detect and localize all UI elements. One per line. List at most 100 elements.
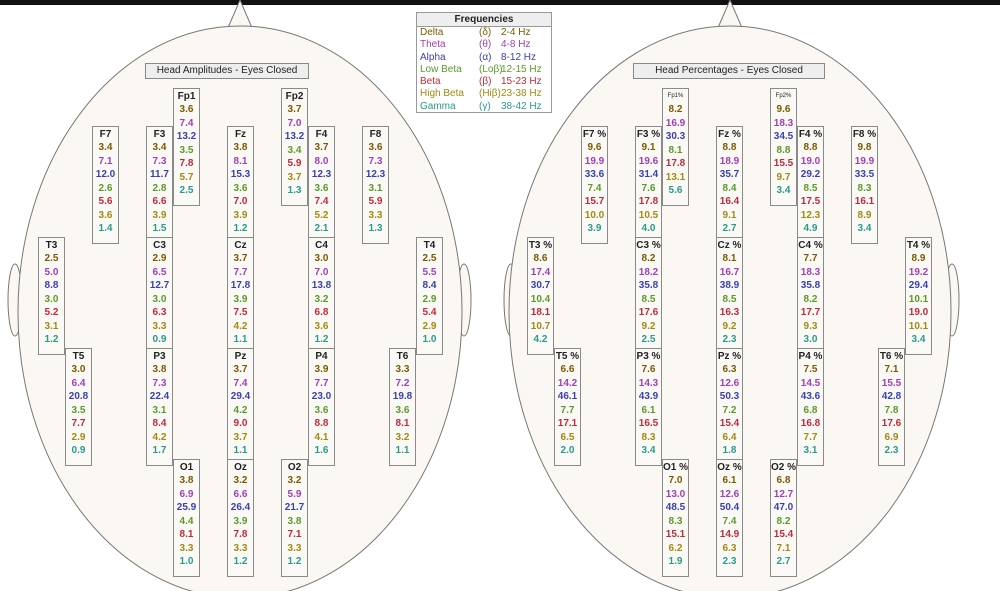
legend-symbol: (θ) bbox=[479, 39, 492, 51]
percentages-title: Head Percentages - Eyes Closed bbox=[633, 63, 825, 79]
pct-electrode-f4: F4 % 8.8 19.0 29.2 8.5 17.5 12.3 4.9 bbox=[797, 126, 824, 244]
value-gamma: 1.3 bbox=[287, 185, 302, 196]
legend-name: Gamma bbox=[420, 100, 456, 112]
value-theta: 7.7 bbox=[314, 377, 329, 389]
value-theta: 19.0 bbox=[800, 155, 821, 167]
value-beta: 17.8 bbox=[665, 158, 686, 169]
value-beta: 17.6 bbox=[638, 307, 659, 318]
value-highbeta: 7.7 bbox=[803, 431, 818, 443]
value-beta: 14.9 bbox=[719, 529, 740, 540]
value-highbeta: 3.6 bbox=[98, 209, 113, 221]
electrode-label: T3 % bbox=[528, 240, 553, 251]
electrode-label: F4 bbox=[315, 129, 328, 140]
pct-electrode-o2: O2 % 6.8 12.7 47.0 8.2 15.4 7.1 2.7 bbox=[770, 459, 797, 577]
value-alpha: 15.3 bbox=[230, 169, 251, 180]
value-delta: 7.1 bbox=[884, 364, 899, 375]
pct-electrode-f8: F8 % 9.8 19.9 33.5 8.3 16.1 8.9 3.4 bbox=[851, 126, 878, 244]
legend-name: Low Beta bbox=[420, 63, 462, 75]
value-alpha: 42.8 bbox=[881, 391, 902, 402]
amp-electrode-f7: F7 3.4 7.1 12.0 2.6 5.6 3.6 1.4 bbox=[92, 126, 119, 244]
legend-range: 15-23 Hz bbox=[501, 76, 542, 88]
value-alpha: 35.8 bbox=[638, 280, 659, 291]
value-alpha: 23.0 bbox=[311, 391, 332, 402]
value-beta: 17.7 bbox=[800, 307, 821, 318]
value-alpha: 47.0 bbox=[773, 502, 794, 513]
value-alpha: 25.9 bbox=[176, 502, 197, 513]
electrode-label: F8 bbox=[369, 129, 382, 140]
value-alpha: 34.5 bbox=[773, 131, 794, 142]
electrode-label: Pz % bbox=[717, 351, 742, 362]
value-gamma: 1.1 bbox=[233, 334, 248, 345]
value-theta: 15.5 bbox=[881, 377, 902, 389]
value-alpha: 46.1 bbox=[557, 391, 578, 402]
value-theta: 6.9 bbox=[179, 488, 194, 500]
electrode-label: Fp1% bbox=[667, 93, 684, 99]
top-border bbox=[0, 0, 1000, 5]
value-beta: 5.6 bbox=[98, 196, 113, 207]
value-lowbeta: 3.5 bbox=[71, 404, 86, 416]
value-gamma: 2.3 bbox=[722, 556, 737, 567]
value-lowbeta: 3.9 bbox=[233, 515, 248, 527]
value-lowbeta: 7.4 bbox=[722, 515, 737, 527]
pct-electrode-c4: C4 % 7.7 18.3 35.8 8.2 17.7 9.3 3.0 bbox=[797, 237, 824, 355]
value-lowbeta: 8.5 bbox=[722, 293, 737, 305]
value-theta: 13.0 bbox=[665, 488, 686, 500]
value-highbeta: 3.6 bbox=[314, 320, 329, 332]
value-highbeta: 8.9 bbox=[857, 209, 872, 221]
pct-electrode-cz: Cz % 8.1 16.7 38.9 8.5 16.3 9.2 2.3 bbox=[716, 237, 743, 355]
value-lowbeta: 8.1 bbox=[668, 144, 683, 156]
value-gamma: 3.4 bbox=[857, 223, 872, 234]
value-theta: 19.6 bbox=[638, 155, 659, 167]
value-delta: 8.8 bbox=[803, 142, 818, 153]
value-gamma: 2.0 bbox=[560, 445, 575, 456]
value-gamma: 1.9 bbox=[668, 556, 683, 567]
pct-electrode-fz: Fz % 8.8 18.9 35.7 8.4 16.4 9.1 2.7 bbox=[716, 126, 743, 244]
legend-symbol: (α) bbox=[479, 51, 492, 63]
value-beta: 8.1 bbox=[179, 529, 194, 540]
value-alpha: 12.3 bbox=[365, 169, 386, 180]
legend-name: Delta bbox=[420, 27, 444, 38]
amp-electrode-c4: C4 3.0 7.0 13.8 3.2 6.8 3.6 1.2 bbox=[308, 237, 335, 355]
electrode-label: P3 bbox=[153, 351, 166, 362]
value-highbeta: 13.1 bbox=[665, 171, 686, 183]
value-theta: 19.9 bbox=[584, 155, 605, 167]
value-delta: 3.0 bbox=[71, 364, 86, 375]
legend-symbol: (β) bbox=[479, 76, 492, 88]
amp-electrode-o1: O1 3.8 6.9 25.9 4.4 8.1 3.3 1.0 bbox=[173, 459, 200, 577]
value-theta: 7.3 bbox=[152, 377, 167, 389]
value-highbeta: 10.0 bbox=[584, 209, 605, 221]
electrode-label: O2 bbox=[287, 462, 302, 473]
value-gamma: 2.3 bbox=[722, 334, 737, 345]
value-highbeta: 9.7 bbox=[776, 171, 791, 183]
value-gamma: 1.2 bbox=[233, 556, 248, 567]
value-lowbeta: 3.1 bbox=[368, 182, 383, 194]
value-highbeta: 3.1 bbox=[44, 320, 59, 332]
electrode-label: C3 % bbox=[636, 240, 661, 251]
legend-row-beta: Beta (β) 15-23 Hz bbox=[417, 76, 551, 88]
value-beta: 8.1 bbox=[395, 418, 410, 429]
value-highbeta: 12.3 bbox=[800, 209, 821, 221]
value-beta: 8.4 bbox=[152, 418, 167, 429]
value-theta: 7.1 bbox=[98, 155, 113, 167]
legend-range: 4-8 Hz bbox=[501, 39, 531, 51]
value-gamma: 1.0 bbox=[179, 556, 194, 567]
value-theta: 19.9 bbox=[854, 155, 875, 167]
value-gamma: 1.5 bbox=[152, 223, 167, 234]
electrode-label: C4 bbox=[315, 240, 328, 251]
value-gamma: 1.2 bbox=[233, 223, 248, 234]
value-theta: 19.2 bbox=[908, 266, 929, 278]
value-delta: 3.9 bbox=[314, 364, 329, 375]
value-highbeta: 4.2 bbox=[152, 431, 167, 443]
value-delta: 2.5 bbox=[422, 253, 437, 264]
value-beta: 15.5 bbox=[773, 158, 794, 169]
value-highbeta: 6.4 bbox=[722, 431, 737, 443]
value-theta: 7.4 bbox=[233, 377, 248, 389]
value-lowbeta: 3.5 bbox=[179, 144, 194, 156]
amp-electrode-t3: T3 2.5 5.0 8.8 3.0 5.2 3.1 1.2 bbox=[38, 237, 65, 355]
legend-range: 8-12 Hz bbox=[501, 51, 537, 63]
value-lowbeta: 3.6 bbox=[395, 404, 410, 416]
legend-row-gamma: Gamma (γ) 38-42 Hz bbox=[417, 101, 551, 113]
value-beta: 6.8 bbox=[314, 307, 329, 318]
electrode-label: Cz % bbox=[717, 240, 742, 251]
amp-electrode-f4: F4 3.7 8.0 12.3 3.6 7.4 5.2 2.1 bbox=[308, 126, 335, 244]
